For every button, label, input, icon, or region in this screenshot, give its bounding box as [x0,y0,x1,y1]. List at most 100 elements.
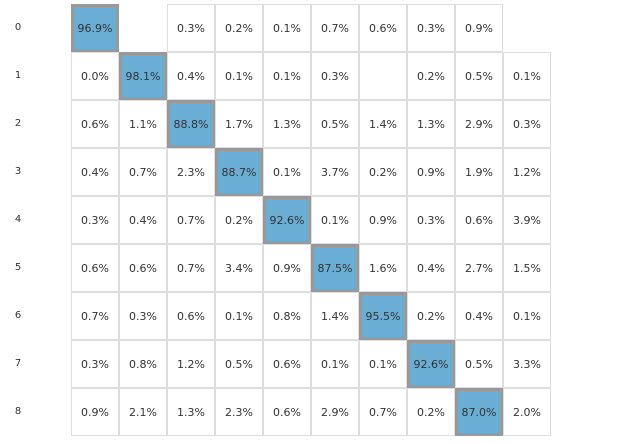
matrix-cell: 0.1% [311,196,359,244]
matrix-cell: 0.6% [455,196,503,244]
matrix-cell: 2.3% [215,388,263,436]
matrix-cell: 0.2% [407,292,455,340]
matrix-cell: 0.5% [455,340,503,388]
matrix-cell: 1.7% [215,100,263,148]
matrix-cell: 0.9% [71,388,119,436]
matrix-cell: 0.3% [503,100,551,148]
matrix-cell: 0.4% [455,292,503,340]
matrix-cell: 0.5% [455,52,503,100]
matrix-cell: 3.3% [503,340,551,388]
matrix-cell: 0.7% [71,292,119,340]
matrix-cell: 1.1% [119,100,167,148]
matrix-cell: 0.3% [407,4,455,52]
matrix-cell: 1.3% [167,388,215,436]
matrix-cell: 0.7% [359,388,407,436]
matrix-cell: 0.9% [407,148,455,196]
matrix-cell: 0.1% [503,52,551,100]
matrix-cell: 1.2% [503,148,551,196]
matrix-cell: 0.2% [407,388,455,436]
matrix-cell: 0.7% [119,148,167,196]
matrix-cell: 0.6% [71,244,119,292]
matrix-cell: 0.3% [71,340,119,388]
matrix-cell: 0.3% [119,292,167,340]
row-label: 5 [14,262,22,273]
matrix-cell: 0.4% [167,52,215,100]
matrix-cell: 3.9% [503,196,551,244]
matrix-cell: 1.6% [359,244,407,292]
matrix-cell: 2.9% [311,388,359,436]
diagonal-cell: 98.1% [119,52,167,100]
matrix-cell: 0.3% [311,52,359,100]
matrix-cell: 1.3% [263,100,311,148]
matrix-cell: 3.7% [311,148,359,196]
matrix-cell: 2.7% [455,244,503,292]
matrix-cell: 1.2% [167,340,215,388]
row-label: 1 [14,70,22,81]
matrix-cell: 0.5% [215,340,263,388]
matrix-cell: 0.8% [263,292,311,340]
matrix-cell: 1.5% [503,244,551,292]
matrix-cell: 0.6% [263,340,311,388]
matrix-cell: 0.3% [71,196,119,244]
matrix-cell: 0.6% [167,292,215,340]
matrix-cell: 0.4% [407,244,455,292]
matrix-cell: 0.1% [263,148,311,196]
matrix-cell: 2.0% [503,388,551,436]
matrix-cell: 1.9% [455,148,503,196]
matrix-cell: 0.5% [311,100,359,148]
matrix-cell: 0.1% [215,52,263,100]
matrix-cell: 0.0% [71,52,119,100]
matrix-cell: 0.2% [215,4,263,52]
matrix-cell [119,4,167,52]
matrix-cell: 0.1% [503,292,551,340]
matrix-cell: 2.9% [455,100,503,148]
matrix-cell: 0.4% [71,148,119,196]
matrix-cell: 0.6% [119,244,167,292]
matrix-cell: 0.3% [407,196,455,244]
matrix-cell: 0.9% [455,4,503,52]
matrix-cell: 1.4% [359,100,407,148]
matrix-cell: 0.7% [167,244,215,292]
matrix-cell: 0.1% [215,292,263,340]
matrix-cell: 0.2% [407,52,455,100]
matrix-cell: 0.1% [263,4,311,52]
matrix-cell: 0.1% [263,52,311,100]
matrix-cell: 2.3% [167,148,215,196]
diagonal-cell: 87.5% [311,244,359,292]
row-label: 2 [14,118,22,129]
matrix-cell: 0.6% [359,4,407,52]
row-label: 4 [14,214,22,225]
diagonal-cell: 96.9% [71,4,119,52]
matrix-cell: 0.2% [215,196,263,244]
matrix-cell: 0.3% [167,4,215,52]
matrix-cell: 0.7% [167,196,215,244]
matrix-cell: 0.6% [71,100,119,148]
matrix-cell: 0.1% [311,340,359,388]
matrix-cell: 0.1% [359,340,407,388]
matrix-cell: 0.7% [311,4,359,52]
diagonal-cell: 92.6% [263,196,311,244]
row-label: 3 [14,166,22,177]
matrix-cell: 0.2% [359,148,407,196]
diagonal-cell: 95.5% [359,292,407,340]
matrix-cell: 1.3% [407,100,455,148]
matrix-cell: 0.6% [263,388,311,436]
matrix-cell: 0.9% [263,244,311,292]
row-label: 8 [14,406,22,417]
matrix-cell: 1.4% [311,292,359,340]
matrix-cell: 0.8% [119,340,167,388]
diagonal-cell: 92.6% [407,340,455,388]
diagonal-cell: 88.7% [215,148,263,196]
matrix-cell [359,52,407,100]
diagonal-cell: 88.8% [167,100,215,148]
matrix-cell: 0.4% [119,196,167,244]
matrix-cell: 2.1% [119,388,167,436]
matrix-cell: 0.9% [359,196,407,244]
row-label: 7 [14,358,22,369]
matrix-cell: 3.4% [215,244,263,292]
row-label: 0 [14,22,22,33]
row-label: 6 [14,310,22,321]
diagonal-cell: 87.0% [455,388,503,436]
